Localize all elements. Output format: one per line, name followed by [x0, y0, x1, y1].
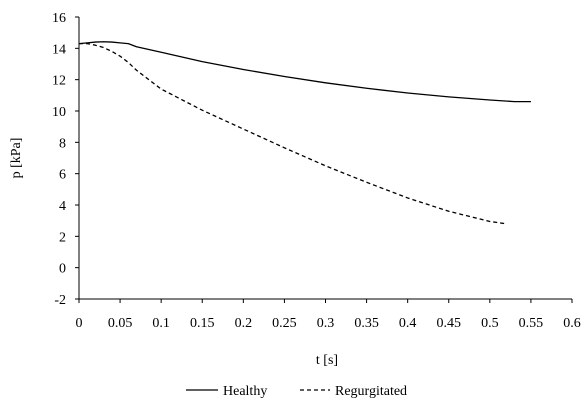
x-tick-label: 0.45: [437, 316, 462, 331]
x-tick-label: 0.05: [108, 316, 133, 331]
y-tick-label: 2: [59, 230, 66, 245]
y-tick-label: 8: [59, 136, 66, 151]
y-tick-label: 14: [52, 42, 66, 57]
series-lines: [78, 41, 531, 225]
y-tick-label: 16: [52, 11, 66, 26]
x-tick-label: 0.15: [190, 316, 215, 331]
y-tick-label: -2: [54, 293, 66, 308]
axes: [75, 16, 573, 303]
x-tick-label: 0.5: [481, 316, 499, 331]
x-tick-label: 0.3: [317, 316, 335, 331]
series-line-healthy: [78, 41, 531, 103]
x-axis-label: t [s]: [316, 353, 338, 368]
legend-label-healthy: Healthy: [223, 384, 267, 399]
y-tick-label: 4: [59, 199, 66, 214]
y-tick-label: 0: [59, 262, 66, 277]
tick-labels: 0 0.05 0.1 0.15 0.2 0.25 0.3 0.35 0.4 0.45 0.5 0.55…: [52, 11, 581, 331]
y-axis-label: p [kPa]: [9, 138, 24, 179]
x-tick-label: 0.6: [563, 316, 581, 331]
series-line-regurgitated: [79, 42, 507, 225]
legend: Healthy Regurgitated: [186, 384, 407, 399]
x-tick-label: 0.4: [399, 316, 417, 331]
y-tick-label: 12: [52, 74, 66, 89]
x-tick-label: 0.1: [152, 316, 170, 331]
x-tick-label: 0.2: [235, 316, 253, 331]
x-tick-label: 0: [76, 316, 83, 331]
x-tick-label: 0.55: [519, 316, 544, 331]
x-tick-label: 0.35: [354, 316, 379, 331]
y-tick-label: 10: [52, 105, 66, 120]
y-tick-label: 6: [59, 168, 66, 183]
x-tick-label: 0.25: [272, 316, 297, 331]
legend-label-regurgitated: Regurgitated: [335, 384, 407, 399]
